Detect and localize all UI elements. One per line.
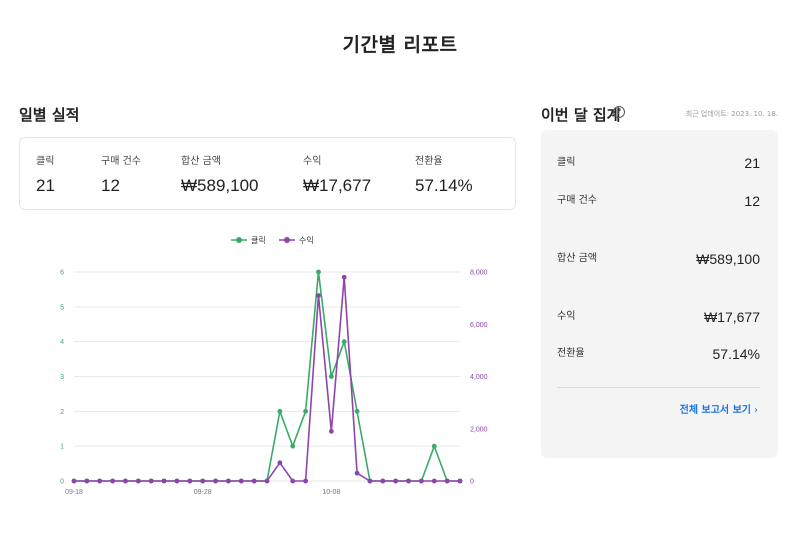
stat-label: 클릭 [36,156,55,167]
left-axis-tick: 5 [60,304,64,311]
chart-svg: 0 1 2 3 4 5 6 0 2,000 4,000 6,000 8,000 09-18 09-28 10… [60,235,488,496]
data-point [328,428,334,434]
summary-panel: 클릭 21 구매 건수 12 합산 금액 ₩589,100 수익 ₩17,677… [541,130,778,458]
help-circle-icon[interactable]: ? [613,106,625,118]
stat-revenue: 수익 ₩17,677 [303,152,371,196]
data-point [380,478,386,484]
summary-value: 21 [744,155,760,171]
data-point [341,274,347,280]
data-point [161,478,167,484]
data-point [303,478,308,484]
data-point [226,478,231,484]
x-axis-tick: 10-08 [322,489,340,496]
summary-divider [557,387,760,388]
left-axis-tick: 1 [60,444,64,451]
data-point [97,478,103,484]
summary-value: ₩17,677 [703,309,760,325]
stat-conversion-rate: 전환율 57.14% [415,152,473,196]
data-point [187,478,193,484]
summary-label: 구매 건수 [557,195,597,206]
right-axis-tick: 6,000 [470,322,488,329]
right-axis-tick: 2,000 [470,426,488,433]
right-axis-tick: 0 [470,479,474,486]
daily-stats-card: 클릭 21 구매 건수 12 합산 금액 ₩589,100 수익 ₩17,677… [19,137,516,210]
stat-label: 구매 건수 [101,156,141,167]
x-axis-tick: 09-28 [194,489,212,496]
summary-title: 이번 달 집계 [541,106,621,124]
summary-label: 합산 금액 [557,253,597,264]
left-axis-tick: 2 [60,409,64,416]
stat-total-amount: 합산 금액 ₩589,100 [181,152,259,196]
data-point [354,408,360,414]
data-point [341,339,347,345]
stat-value: ₩589,100 [181,176,259,195]
data-point [135,478,141,484]
data-point [123,478,128,484]
data-point [457,478,463,484]
data-point [419,478,424,484]
stat-value: 12 [101,176,120,195]
stat-value: 57.14% [415,176,473,195]
data-point [444,478,450,484]
legend-marker [284,237,290,243]
legend-label: 수익 [299,235,314,245]
left-axis-tick: 6 [60,270,64,277]
right-axis-tick: 4,000 [470,374,488,381]
data-point [328,374,334,379]
data-point [354,470,360,476]
data-point [264,478,270,484]
data-point [277,408,283,414]
data-point [200,478,206,484]
data-point [84,478,90,484]
summary-value: ₩589,100 [696,251,760,267]
full-report-label: 전체 보고서 보기 [679,405,751,416]
data-point [238,478,244,484]
summary-label: 수익 [557,311,576,322]
data-point [393,478,399,484]
summary-label: 전환율 [557,348,585,359]
chevron-right-icon: › [754,405,758,416]
data-point [174,478,180,484]
stat-label: 합산 금액 [181,156,221,167]
daily-section-title: 일별 실적 [19,106,80,124]
series-line-revenue [74,277,460,482]
data-point [431,443,437,449]
data-point [406,478,411,484]
data-point [316,293,321,298]
page-title: 기간별 리포트 [342,34,458,56]
stat-label: 전환율 [415,156,443,167]
left-axis-tick: 0 [60,479,64,486]
summary-value: 57.14% [712,346,760,362]
x-axis-tick: 09-18 [65,489,83,496]
stat-value: ₩17,677 [303,176,372,195]
data-point [251,478,257,484]
data-point [290,443,296,449]
summary-value: 12 [744,193,760,209]
daily-chart: 0 1 2 3 4 5 6 0 2,000 4,000 6,000 8,000 09-18 09-28 10… [19,225,516,500]
data-point [277,460,283,466]
stat-purchases: 구매 건수 12 [101,152,141,196]
data-point [316,269,321,275]
legend-label: 클릭 [251,235,266,245]
data-point [110,478,115,484]
left-axis-tick: 3 [60,374,64,381]
data-point [71,478,77,484]
data-point [148,478,154,484]
data-point [290,478,296,484]
right-axis-tick: 8,000 [470,270,488,277]
last-updated: 최근 업데이트: 2023. 10. 18. [685,110,778,118]
summary-label: 클릭 [557,157,576,168]
data-point [303,408,308,414]
stat-value: 21 [36,176,55,195]
stat-label: 수익 [303,156,322,167]
left-axis-tick: 4 [60,339,64,346]
data-point [431,478,437,484]
legend-marker [236,237,242,243]
stat-clicks: 클릭 21 [36,152,55,196]
full-report-link[interactable]: 전체 보고서 보기 › [680,401,758,416]
data-point [367,478,373,484]
data-point [213,478,218,484]
